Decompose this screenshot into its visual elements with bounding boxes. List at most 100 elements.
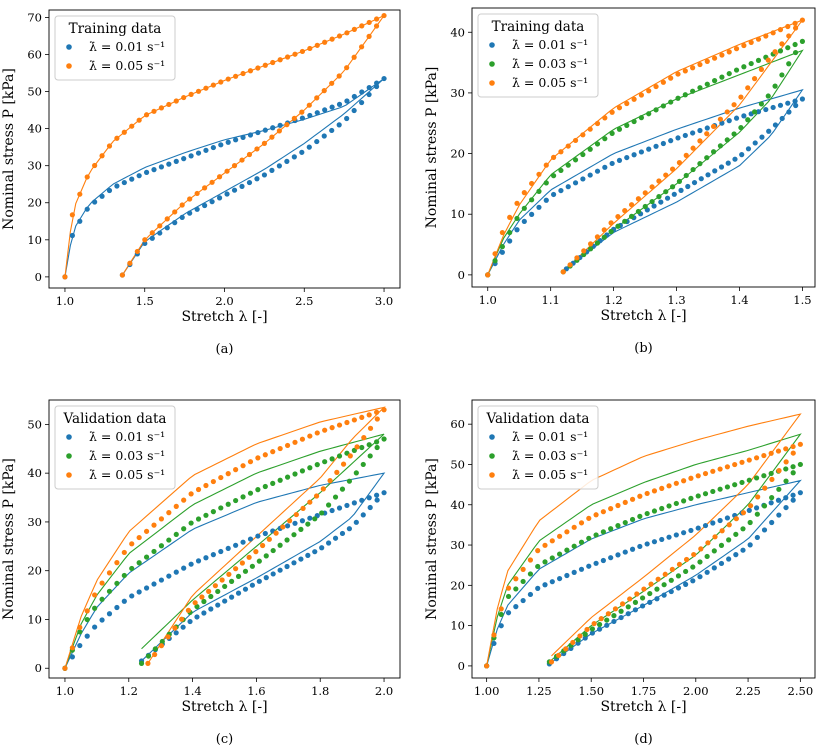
data-point [347, 453, 353, 459]
data-point [233, 497, 239, 504]
data-point [247, 536, 254, 542]
data-point [631, 152, 637, 158]
data-point [114, 580, 120, 587]
data-point [673, 532, 679, 538]
data-point [584, 626, 590, 633]
data-point [359, 414, 365, 421]
data-point [646, 111, 652, 117]
x-tick-label: 1.0 [56, 294, 74, 308]
data-point [717, 486, 723, 492]
data-point [329, 104, 335, 110]
data-point [619, 601, 626, 607]
data-point [307, 112, 313, 119]
data-point [637, 493, 643, 499]
data-point [555, 652, 562, 659]
data-point [69, 232, 75, 239]
data-point [194, 206, 200, 212]
data-point [114, 135, 120, 141]
data-point [755, 494, 761, 500]
legend-title: Validation data [486, 411, 590, 427]
data-point [777, 27, 784, 33]
data-point [240, 494, 246, 500]
data-point [314, 138, 320, 145]
data-point [173, 531, 179, 538]
data-point [381, 12, 387, 19]
data-point [660, 79, 666, 85]
data-point [277, 57, 283, 63]
data-point [594, 234, 601, 240]
data-point [702, 522, 709, 529]
data-point [344, 30, 350, 36]
data-point [761, 527, 768, 533]
data-point [726, 522, 732, 528]
data-point [514, 215, 520, 222]
data-point [668, 577, 674, 583]
data-point [646, 146, 652, 152]
data-point [622, 519, 628, 526]
data-point [277, 542, 283, 548]
data-point [367, 425, 374, 431]
data-point [770, 30, 776, 36]
data-point [602, 164, 608, 170]
data-point [751, 76, 758, 82]
data-point [62, 274, 68, 280]
x-tick-label: 2.5 [295, 294, 313, 308]
data-point [651, 539, 658, 545]
data-point [647, 590, 653, 597]
data-point [136, 534, 142, 541]
data-point [638, 92, 645, 98]
data-point [326, 540, 332, 546]
data-point [225, 76, 231, 82]
data-point [136, 173, 142, 179]
y-tick-label: 10 [450, 619, 465, 633]
data-point [792, 41, 798, 48]
data-point [142, 240, 148, 247]
legend-entry-label: λ̇ = 0.05 s⁻¹ [89, 467, 165, 482]
axes-frame [48, 399, 401, 679]
data-point [209, 179, 215, 185]
data-point [596, 621, 603, 628]
data-point [173, 630, 179, 636]
data-point [758, 101, 765, 107]
data-point [649, 198, 655, 205]
data-point [203, 482, 209, 489]
x-tick-label: 1.6 [247, 684, 265, 698]
legend-marker [66, 63, 72, 69]
data-point [366, 91, 372, 98]
data-point [578, 520, 585, 526]
data-point [785, 45, 791, 51]
data-point [361, 435, 367, 441]
legend-marker [489, 434, 495, 440]
data-point [374, 416, 380, 422]
data-point [284, 523, 291, 529]
data-point [292, 51, 298, 57]
data-point [351, 26, 357, 32]
data-point [222, 583, 228, 590]
data-point [277, 477, 283, 483]
data-point [543, 162, 549, 168]
data-point [261, 172, 268, 178]
data-point [669, 566, 675, 572]
data-point [249, 582, 255, 588]
fit-line-a-0 [64, 78, 385, 277]
data-point [366, 33, 372, 40]
x-tick-label: 2.25 [735, 684, 761, 698]
data-point [327, 478, 333, 484]
data-point [783, 466, 789, 472]
data-point [711, 565, 717, 571]
data-point [745, 117, 751, 123]
data-point [724, 109, 730, 115]
data-point [625, 611, 631, 617]
data-point [783, 478, 789, 484]
data-point [571, 569, 577, 576]
data-point [277, 445, 283, 452]
data-point [611, 618, 617, 625]
data-point [648, 581, 654, 587]
data-point [499, 229, 505, 236]
data-point [647, 599, 653, 605]
data-point [218, 474, 224, 481]
data-point [785, 100, 791, 106]
data-point [751, 109, 758, 115]
data-point [84, 174, 90, 180]
data-point [233, 542, 239, 548]
